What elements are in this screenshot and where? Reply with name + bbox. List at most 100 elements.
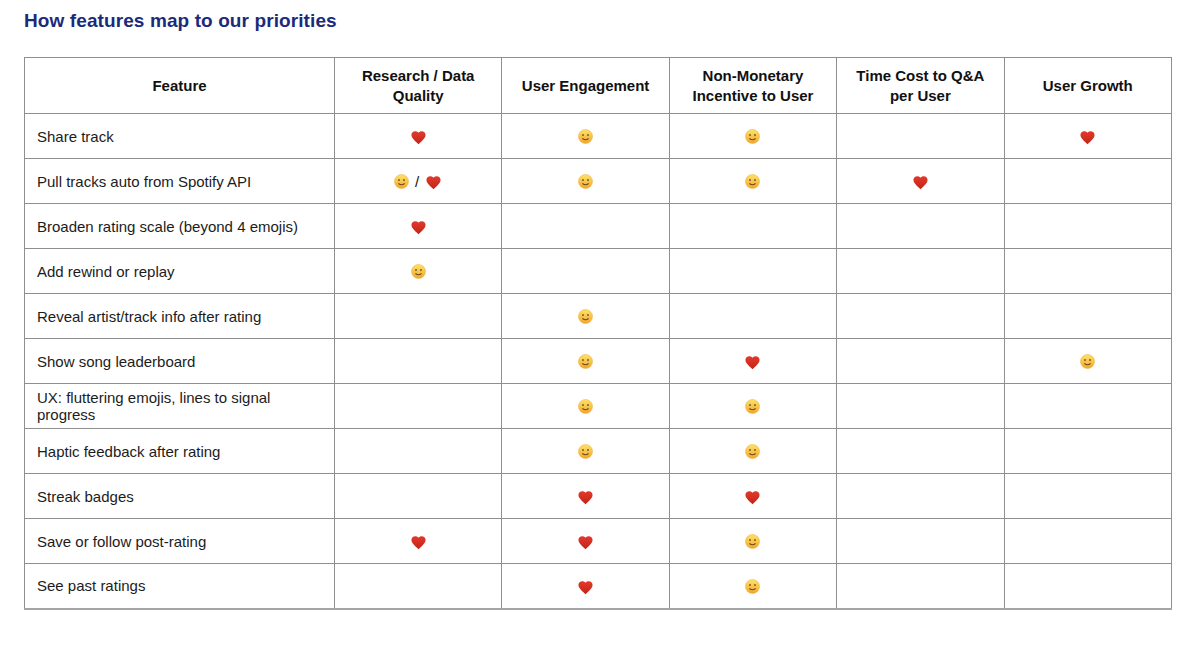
- feature-cell: Haptic feedback after rating: [25, 429, 335, 474]
- table-row: Show song leaderboard: [25, 339, 1172, 384]
- heart-icon: [577, 534, 594, 550]
- smiley-icon: [578, 399, 593, 414]
- rating-cell: [335, 519, 502, 564]
- table-row: Haptic feedback after rating: [25, 429, 1172, 474]
- rating-cell: [837, 564, 1004, 609]
- rating-cell: [335, 384, 502, 429]
- smiley-icon: [745, 534, 760, 549]
- smiley-icon: [411, 264, 426, 279]
- rating-cell: [502, 159, 669, 204]
- smiley-icon: [578, 309, 593, 324]
- table-row: Broaden rating scale (beyond 4 emojis): [25, 204, 1172, 249]
- rating-cell: [837, 294, 1004, 339]
- rating-cell: [502, 339, 669, 384]
- feature-cell: Share track: [25, 114, 335, 159]
- rating-cell: [335, 294, 502, 339]
- rating-cell: [669, 564, 836, 609]
- rating-cell: [502, 294, 669, 339]
- rating-cell: [1004, 294, 1171, 339]
- heart-icon: [912, 174, 929, 190]
- rating-cell: [335, 429, 502, 474]
- rating-cell: [669, 159, 836, 204]
- smiley-icon: [578, 444, 593, 459]
- rating-cell: [335, 474, 502, 519]
- rating-cell: [335, 114, 502, 159]
- rating-separator: /: [409, 173, 426, 190]
- feature-cell: Show song leaderboard: [25, 339, 335, 384]
- rating-cell: [502, 204, 669, 249]
- rating-cell: [335, 249, 502, 294]
- column-header-engagement: User Engagement: [502, 58, 669, 114]
- table-body: Share trackPull tracks auto from Spotify…: [25, 114, 1172, 609]
- rating-cell: [669, 429, 836, 474]
- table-row: Add rewind or replay: [25, 249, 1172, 294]
- smiley-icon: [745, 444, 760, 459]
- column-header-incentive: Non-Monetary Incentive to User: [669, 58, 836, 114]
- column-header-time-cost: Time Cost to Q&A per User: [837, 58, 1004, 114]
- rating-cell: [502, 429, 669, 474]
- smiley-icon: [745, 174, 760, 189]
- rating-cell: [1004, 384, 1171, 429]
- table-row: Streak badges: [25, 474, 1172, 519]
- heart-icon: [577, 579, 594, 595]
- rating-cell: [502, 384, 669, 429]
- feature-cell: UX: fluttering emojis, lines to signal p…: [25, 384, 335, 429]
- smiley-icon: [1080, 354, 1095, 369]
- rating-cell: [1004, 519, 1171, 564]
- heart-icon: [577, 489, 594, 505]
- rating-cell: [335, 204, 502, 249]
- feature-cell: Reveal artist/track info after rating: [25, 294, 335, 339]
- rating-cell: [837, 114, 1004, 159]
- smiley-icon: [745, 579, 760, 594]
- smiley-icon: [578, 129, 593, 144]
- heart-icon: [744, 489, 761, 505]
- rating-cell: [1004, 564, 1171, 609]
- rating-cell: [502, 474, 669, 519]
- table-header: Feature Research / Data Quality User Eng…: [25, 58, 1172, 114]
- column-header-user-growth: User Growth: [1004, 58, 1171, 114]
- feature-cell: Pull tracks auto from Spotify API: [25, 159, 335, 204]
- heart-icon: [410, 534, 427, 550]
- rating-cell: [502, 519, 669, 564]
- smiley-icon: [745, 129, 760, 144]
- smiley-icon: [578, 174, 593, 189]
- rating-cell: [669, 204, 836, 249]
- feature-cell: Streak badges: [25, 474, 335, 519]
- table-row: Share track: [25, 114, 1172, 159]
- rating-cell: [502, 114, 669, 159]
- smiley-icon: [745, 399, 760, 414]
- rating-cell: [669, 339, 836, 384]
- heart-icon: [410, 219, 427, 235]
- rating-cell: [1004, 249, 1171, 294]
- table-row: Pull tracks auto from Spotify API /: [25, 159, 1172, 204]
- heart-icon: [425, 174, 442, 190]
- rating-cell: [669, 519, 836, 564]
- rating-cell: [669, 384, 836, 429]
- rating-cell: [837, 429, 1004, 474]
- priorities-table: Feature Research / Data Quality User Eng…: [24, 57, 1172, 610]
- column-header-feature: Feature: [25, 58, 335, 114]
- heart-icon: [744, 354, 761, 370]
- rating-cell: [502, 564, 669, 609]
- rating-cell: [335, 339, 502, 384]
- smiley-icon: [394, 174, 409, 189]
- rating-cell: [837, 384, 1004, 429]
- rating-cell: [1004, 474, 1171, 519]
- rating-cell: [1004, 114, 1171, 159]
- rating-cell: [837, 204, 1004, 249]
- feature-cell: Add rewind or replay: [25, 249, 335, 294]
- rating-cell: [837, 249, 1004, 294]
- smiley-icon: [578, 354, 593, 369]
- rating-cell: [1004, 159, 1171, 204]
- rating-cell: [502, 249, 669, 294]
- rating-cell: [669, 474, 836, 519]
- table-row: See past ratings: [25, 564, 1172, 609]
- heart-icon: [1079, 129, 1096, 145]
- feature-cell: See past ratings: [25, 564, 335, 609]
- rating-cell: [837, 339, 1004, 384]
- rating-cell: [837, 159, 1004, 204]
- rating-cell: [669, 114, 836, 159]
- rating-cell: [837, 474, 1004, 519]
- heart-icon: [410, 129, 427, 145]
- feature-cell: Save or follow post-rating: [25, 519, 335, 564]
